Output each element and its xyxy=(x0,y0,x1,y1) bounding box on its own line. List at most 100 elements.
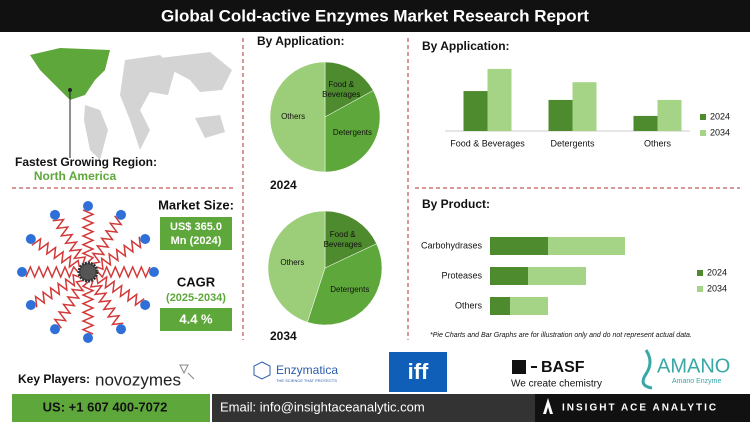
enzyme-arm xyxy=(97,265,151,279)
pie-label: Detergents xyxy=(330,284,370,294)
y-tick-label: Carbohydrases xyxy=(421,240,483,250)
legend-swatch xyxy=(700,130,706,136)
company-logo: iff xyxy=(408,359,429,384)
enzyme-arm xyxy=(53,279,85,329)
header-bar xyxy=(0,0,750,32)
enzyme-arm xyxy=(95,275,145,307)
legend-swatch xyxy=(697,286,703,292)
pie-slice xyxy=(267,210,326,323)
enzyme-arm xyxy=(91,215,123,265)
enzyme-bead xyxy=(25,234,36,244)
pie-label: Food & Beverages xyxy=(323,230,362,250)
pie-label: Food & Beverages xyxy=(322,79,361,99)
company-tagline: THE SCIENCE THAT PROTECTS xyxy=(276,378,337,383)
email-box xyxy=(212,394,535,422)
pie-slice xyxy=(269,61,326,173)
key-players-label: Key Players: xyxy=(18,372,90,386)
x-tick-label: Food & Beverages xyxy=(450,138,525,148)
logo-mark xyxy=(179,364,195,380)
cagr-value: 4.4 % xyxy=(179,311,213,326)
chart-title: By Application: xyxy=(257,34,345,48)
x-tick-label: Detergents xyxy=(550,138,595,148)
bar xyxy=(633,115,658,131)
iff-box xyxy=(389,352,447,392)
enzyme-arm xyxy=(81,209,95,263)
enzyme-illustration xyxy=(17,201,159,343)
brand-box xyxy=(535,394,750,422)
x-tick-label: Others xyxy=(644,138,672,148)
bar xyxy=(490,297,510,315)
enzyme-bead xyxy=(149,267,159,277)
enzyme-bead xyxy=(17,267,27,277)
title: Global Cold-active Enzymes Market Resear… xyxy=(161,6,589,25)
legend-label: 2034 xyxy=(707,283,727,293)
company-logo: novozymes xyxy=(95,370,181,389)
company-logo: BASF xyxy=(541,359,585,376)
enzyme-bead xyxy=(116,324,126,335)
bar xyxy=(548,99,573,131)
enzyme-bead xyxy=(140,234,151,244)
enzyme-bead xyxy=(25,300,36,310)
company-logo: Enzymatica xyxy=(276,363,338,377)
logo-mark xyxy=(641,349,653,390)
pie-year: 2024 xyxy=(270,178,297,192)
pie-slice xyxy=(324,61,374,118)
pie-label: Detergents xyxy=(332,128,373,138)
bar xyxy=(510,297,548,315)
enzyme-bead xyxy=(83,333,93,343)
pie-label: Others xyxy=(281,112,306,121)
company-logo: AMANO xyxy=(657,355,730,377)
cagr-box xyxy=(160,308,232,331)
market-size-value: US$ 365.0 Mn (2024) xyxy=(170,221,222,247)
bar xyxy=(490,267,528,285)
logo-mark xyxy=(531,366,537,368)
enzyme-arm xyxy=(89,280,124,326)
company-tagline: Amano Enzyme xyxy=(672,378,722,385)
legend-swatch xyxy=(700,114,706,120)
enzyme-bead xyxy=(50,324,60,335)
region-value: North America xyxy=(34,169,117,183)
bar xyxy=(528,267,586,285)
world-map xyxy=(30,48,232,160)
y-tick-label: Proteases xyxy=(441,270,482,280)
legend-label: 2024 xyxy=(710,111,730,121)
enzyme-arm xyxy=(81,281,95,335)
logo-mark xyxy=(253,361,271,380)
cagr-period: (2025-2034) xyxy=(166,292,226,304)
footnote: *Pie Charts and Bar Graphs are for illus… xyxy=(430,332,692,339)
logo-mark xyxy=(543,398,553,414)
bar xyxy=(548,237,625,255)
chart-title: By Application: xyxy=(422,39,510,53)
bar xyxy=(490,237,548,255)
enzyme-bead xyxy=(116,209,126,220)
enzyme-arm xyxy=(96,236,142,271)
bar xyxy=(657,99,682,131)
company-tagline: We create chemistry xyxy=(511,379,602,390)
pie-slice xyxy=(324,90,381,173)
enzyme-bead xyxy=(140,300,151,310)
enzyme-arm xyxy=(34,273,80,308)
phone: US: +1 607 400-7072 xyxy=(43,399,168,414)
bar xyxy=(463,91,488,131)
phone-box xyxy=(12,394,210,422)
email: Email: info@insightaceanalytic.com xyxy=(220,399,425,414)
legend-label: 2024 xyxy=(707,267,727,277)
legend-label: 2034 xyxy=(710,127,730,137)
bar xyxy=(572,82,597,131)
y-tick-label: Others xyxy=(455,300,483,310)
cagr-label: CAGR xyxy=(177,274,216,289)
chart-title: By Product: xyxy=(422,197,490,211)
pie-year: 2034 xyxy=(270,329,297,343)
logo-mark xyxy=(512,360,526,374)
enzyme-arm xyxy=(25,265,79,279)
enzyme-arm xyxy=(31,237,81,269)
pie-slice xyxy=(307,243,383,326)
legend-swatch xyxy=(697,270,703,276)
market-size-box xyxy=(160,217,232,250)
market-size-label: Market Size: xyxy=(158,197,234,212)
enzyme-arm xyxy=(52,218,87,264)
pie-label: Others xyxy=(280,257,305,267)
enzyme-bead xyxy=(83,201,93,211)
